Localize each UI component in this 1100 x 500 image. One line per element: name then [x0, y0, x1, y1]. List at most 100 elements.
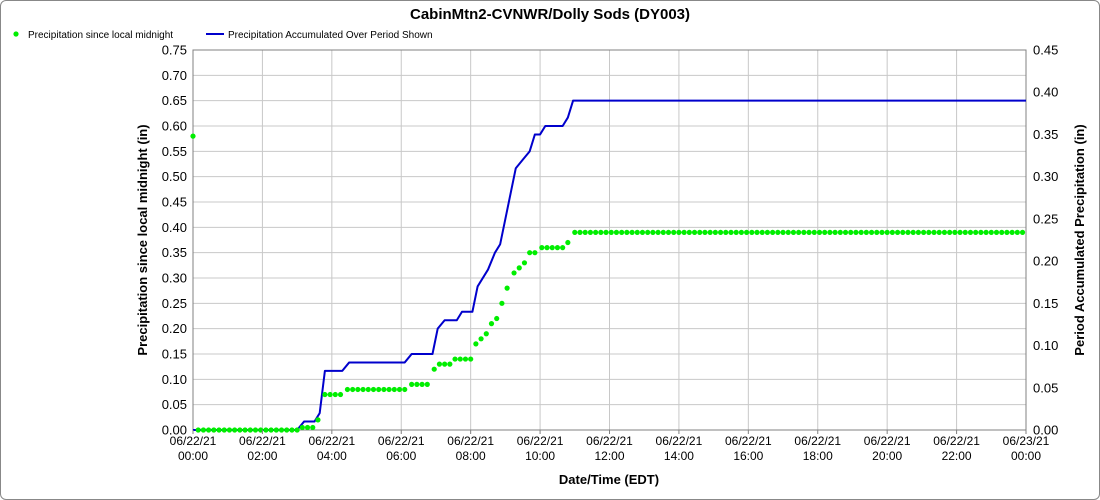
precip-point — [424, 381, 430, 387]
precip-point — [268, 427, 274, 433]
precip-point — [1009, 229, 1015, 235]
y-left-tick-label: 0.70 — [162, 68, 187, 83]
precip-point — [723, 229, 729, 235]
precip-point — [414, 381, 420, 387]
legend-marker-midnight-points — [13, 31, 19, 37]
precip-point — [660, 229, 666, 235]
x-tick-label-time: 14:00 — [664, 449, 694, 463]
precip-point — [527, 250, 533, 256]
y-right-tick-label: 0.05 — [1033, 380, 1058, 395]
precip-point — [707, 229, 713, 235]
precip-point — [221, 427, 227, 433]
precip-point — [889, 229, 895, 235]
precip-point — [462, 356, 469, 362]
x-tick-label-time: 00:00 — [178, 449, 208, 463]
precip-point — [874, 229, 880, 235]
precip-point — [983, 229, 989, 235]
y-left-axis-ticks: 0.00 0.05 0.10 0.15 0.20 0.25 0.30 0.35 0.40 0.45… — [162, 43, 187, 438]
precip-point — [915, 229, 922, 235]
precip-point — [931, 229, 937, 235]
precip-point — [478, 336, 484, 342]
precip-point — [539, 245, 545, 251]
precip-point — [402, 386, 408, 393]
precip-point — [806, 229, 812, 235]
precip-point — [195, 427, 201, 433]
x-tick-label-time: 18:00 — [803, 449, 833, 463]
precip-point — [572, 229, 578, 235]
y-left-tick-label: 0.35 — [162, 245, 187, 260]
precip-point — [499, 300, 505, 306]
precip-point — [365, 386, 371, 393]
precip-point — [473, 341, 479, 347]
precip-point — [868, 229, 875, 235]
precip-point — [1019, 229, 1026, 235]
precip-point — [993, 229, 1000, 235]
y-left-tick-label: 0.65 — [162, 93, 187, 108]
precip-point — [1014, 229, 1020, 235]
precip-point — [386, 386, 392, 393]
series-midnight — [190, 133, 1026, 433]
precip-point — [759, 229, 765, 235]
precip-point — [284, 427, 290, 433]
y-right-tick-label: 0.40 — [1033, 85, 1058, 100]
x-tick-label-time: 06:00 — [386, 449, 416, 463]
precip-point — [733, 229, 739, 235]
x-tick-label-date: 06/22/21 — [586, 434, 633, 448]
precip-point — [190, 133, 196, 139]
precip-point — [608, 229, 614, 235]
precip-point — [532, 250, 538, 256]
precip-point — [409, 381, 415, 387]
precip-point — [582, 229, 588, 235]
precip-point — [299, 424, 305, 431]
precip-point — [655, 229, 661, 235]
precip-point — [273, 427, 279, 433]
accumulated-precip-line — [193, 99, 1026, 431]
precip-point — [728, 229, 734, 235]
legend-label-accumulated: Precipitation Accumulated Over Period Sh… — [228, 30, 433, 41]
precip-point — [832, 229, 838, 235]
precip-point — [879, 229, 885, 235]
precip-point — [650, 229, 656, 235]
precip-point — [521, 260, 528, 266]
precip-point — [237, 427, 243, 433]
precip-point — [577, 229, 583, 235]
precip-point — [967, 229, 974, 235]
precip-point — [619, 229, 625, 235]
y-right-axis-label: Period Accumulated Precipitation (in) — [1072, 124, 1087, 355]
precip-point — [634, 229, 640, 235]
precip-point — [676, 229, 682, 235]
legend: Precipitation since local midnight Preci… — [13, 30, 433, 41]
precip-point — [332, 391, 338, 398]
precip-point — [717, 229, 724, 235]
precip-point — [1004, 229, 1010, 235]
x-tick-label-time: 02:00 — [247, 449, 277, 463]
precip-point — [360, 386, 366, 393]
precip-point — [294, 427, 300, 433]
precip-point — [200, 427, 207, 433]
precip-point — [278, 427, 285, 433]
precip-point — [511, 270, 517, 276]
precip-point — [376, 386, 382, 393]
y-left-tick-label: 0.10 — [162, 372, 187, 387]
x-tick-label-date: 06/22/21 — [725, 434, 772, 448]
precip-point — [457, 356, 463, 362]
precip-point — [645, 229, 651, 235]
x-tick-label-time: 20:00 — [872, 449, 902, 463]
precip-point — [842, 229, 849, 235]
precip-point — [686, 229, 692, 235]
precip-point — [780, 229, 786, 235]
y-left-axis-label: Precipitation since local midnight (in) — [135, 124, 150, 355]
precip-point — [544, 245, 550, 251]
x-tick-label-time: 22:00 — [942, 449, 972, 463]
precip-point — [744, 229, 750, 235]
y-left-tick-label: 0.20 — [162, 321, 187, 336]
x-tick-label-date: 06/22/21 — [864, 434, 911, 448]
x-tick-label-time: 04:00 — [317, 449, 347, 463]
chart-title: CabinMtn2-CVNWR/Dolly Sods (DY003) — [410, 6, 690, 23]
y-right-tick-label: 0.20 — [1033, 254, 1058, 269]
precip-point — [483, 331, 489, 337]
precip-point — [863, 229, 869, 235]
precip-point — [242, 427, 248, 433]
precip-point — [952, 229, 958, 235]
